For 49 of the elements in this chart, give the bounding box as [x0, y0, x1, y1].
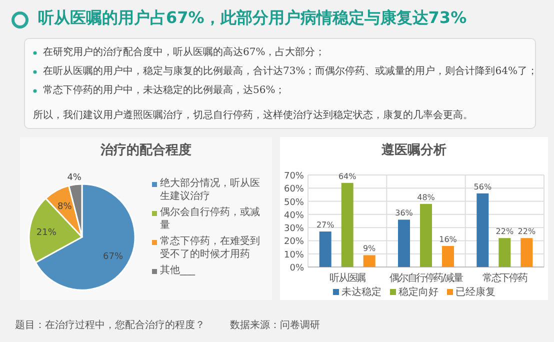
- legend-label: 其他___: [160, 264, 196, 277]
- data-label: 9%: [362, 244, 376, 254]
- bar: [398, 220, 410, 267]
- data-label: 4%: [67, 172, 82, 183]
- data-label: 56%: [474, 182, 492, 192]
- bar: [498, 238, 511, 267]
- y-tick-label: 40%: [284, 210, 304, 221]
- legend-label: 未达稳定: [342, 287, 382, 298]
- bar: [341, 182, 354, 267]
- legend-label: 绝大部分情况，听从医生建议治疗: [160, 177, 261, 203]
- bar: [420, 204, 432, 267]
- text: 在听从医嘱的用户中，稳定与康复的比例最高，合计达73%；而偶尔停药、或减量的用户，则合计降到64%了；: [43, 64, 538, 78]
- text: 常态下停药的用户中，未达稳定的比例最高，达56%；: [43, 84, 286, 97]
- data-label: 21%: [36, 228, 57, 238]
- legend-label: 已经康复: [456, 287, 496, 298]
- source-note: 数据来源：问卷调研: [230, 318, 320, 332]
- x-tick-label: 偶尔自行停药/减量: [388, 272, 464, 285]
- data-label: 36%: [395, 208, 414, 218]
- text: 在研究用户的治疗配合度中，听从医嘱的高达67%，占大部分；: [43, 46, 326, 59]
- data-label: 8%: [57, 202, 72, 212]
- x-tick-label: 常态下停药: [482, 272, 528, 285]
- legend-label: 常态下停药，在难受到受不了的时候才用药: [160, 235, 261, 261]
- chart-title: 治疗的配合程度: [100, 142, 192, 159]
- bar: [319, 232, 332, 267]
- bar: [442, 246, 454, 267]
- bar: [476, 193, 489, 267]
- data-label: 64%: [338, 172, 357, 181]
- y-tick-label: 20%: [284, 237, 304, 248]
- legend-label: 稳定向好: [398, 287, 438, 298]
- data-label: 48%: [417, 192, 436, 202]
- data-label: 22%: [496, 227, 514, 236]
- y-tick-label: 70%: [284, 172, 304, 182]
- chart-title: 遵医嘱分析: [380, 142, 448, 159]
- text: 题目：在治疗过程中，您配合治疗的程度？: [15, 318, 205, 332]
- x-tick-label: 听从医嘱: [328, 272, 366, 285]
- bar: [363, 255, 376, 267]
- y-tick-label: 60%: [284, 184, 304, 195]
- data-label: 67%: [103, 252, 124, 262]
- text: 所以，我们建议用户遵照医嘱治疗，切忌自行停药，这样使治疗达到稳定状态，康复的几率会更高。: [33, 108, 473, 122]
- data-label: 22%: [518, 227, 536, 236]
- y-tick-label: 0%: [290, 264, 304, 274]
- legend-label: 偶尔会自行停药，或减量: [160, 206, 261, 232]
- y-tick-label: 50%: [284, 198, 304, 208]
- data-label: 27%: [316, 220, 335, 230]
- y-tick-label: 30%: [284, 224, 304, 234]
- text: 听从医嘱的用户占67%，此部分用户病情稳定与康复达73%: [38, 8, 468, 29]
- data-label: 16%: [439, 234, 458, 244]
- y-tick-label: 10%: [284, 250, 304, 260]
- bar: [520, 238, 533, 267]
